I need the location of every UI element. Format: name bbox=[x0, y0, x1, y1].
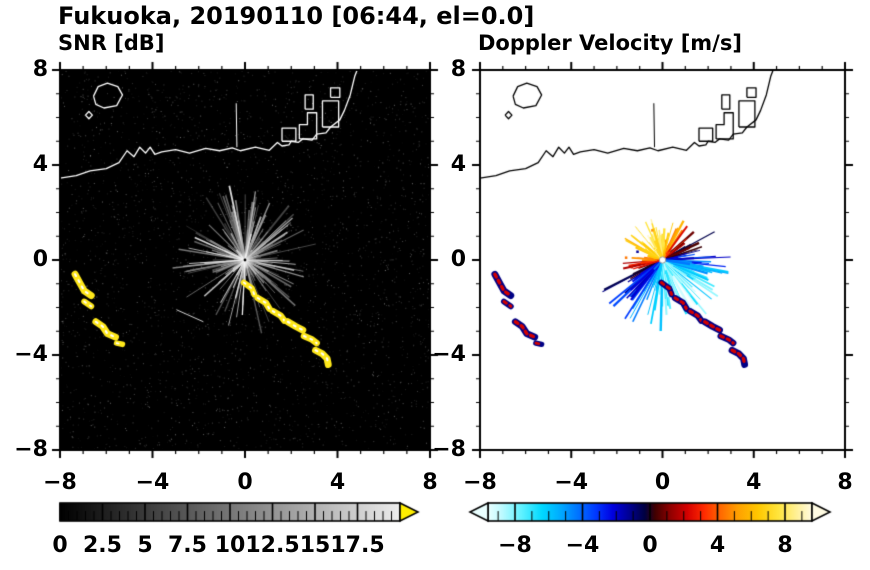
y-tick-label: −4 bbox=[14, 342, 48, 367]
panel-title-velocity: Doppler Velocity [m/s] bbox=[478, 31, 742, 55]
y-tick-label: 4 bbox=[32, 152, 48, 177]
x-tick-label: 0 bbox=[237, 470, 253, 495]
x-tick-label: 8 bbox=[422, 470, 438, 495]
x-tick-label: 4 bbox=[746, 470, 762, 495]
y-tick-label: 8 bbox=[32, 57, 48, 82]
y-tick-label: 0 bbox=[32, 247, 48, 272]
snr-colorbar bbox=[48, 498, 428, 532]
x-tick-label: 8 bbox=[837, 470, 853, 495]
x-tick-label: 0 bbox=[654, 470, 671, 495]
x-tick-label: 4 bbox=[329, 470, 346, 495]
colorbar-tick-label: −4 bbox=[565, 533, 600, 558]
x-tick-label: −4 bbox=[135, 470, 170, 495]
colorbar-tick-label: 2.5 bbox=[83, 533, 122, 558]
velocity-colorbar bbox=[458, 498, 843, 532]
snr-plot bbox=[48, 58, 442, 462]
colorbar-tick-label: 7.5 bbox=[168, 533, 207, 558]
colorbar-tick-label: 0 bbox=[642, 533, 658, 558]
x-tick-label: −4 bbox=[554, 470, 589, 495]
y-tick-label: −8 bbox=[14, 437, 48, 462]
colorbar-tick-label: 10 bbox=[214, 533, 246, 558]
y-tick-label: −4 bbox=[432, 342, 466, 367]
colorbar-tick-label: 0 bbox=[52, 533, 68, 558]
colorbar-tick-label: 12.5 bbox=[245, 533, 300, 558]
y-tick-label: 0 bbox=[450, 247, 466, 272]
panel-title-snr: SNR [dB] bbox=[58, 31, 165, 55]
colorbar-tick-label: 4 bbox=[709, 533, 726, 558]
y-tick-label: 8 bbox=[450, 57, 466, 82]
y-tick-label: 4 bbox=[450, 152, 466, 177]
figure-title: Fukuoka, 20190110 [06:44, el=0.0] bbox=[58, 2, 535, 30]
y-tick-label: −8 bbox=[432, 437, 466, 462]
velocity-plot bbox=[468, 58, 857, 462]
colorbar-tick-label: 5 bbox=[137, 533, 153, 558]
x-tick-label: −8 bbox=[43, 470, 77, 495]
x-tick-label: −8 bbox=[463, 470, 497, 495]
colorbar-tick-label: 8 bbox=[777, 533, 793, 558]
colorbar-tick-label: 15 bbox=[299, 533, 331, 558]
colorbar-tick-label: −8 bbox=[498, 533, 532, 558]
colorbar-tick-label: 17.5 bbox=[330, 533, 385, 558]
